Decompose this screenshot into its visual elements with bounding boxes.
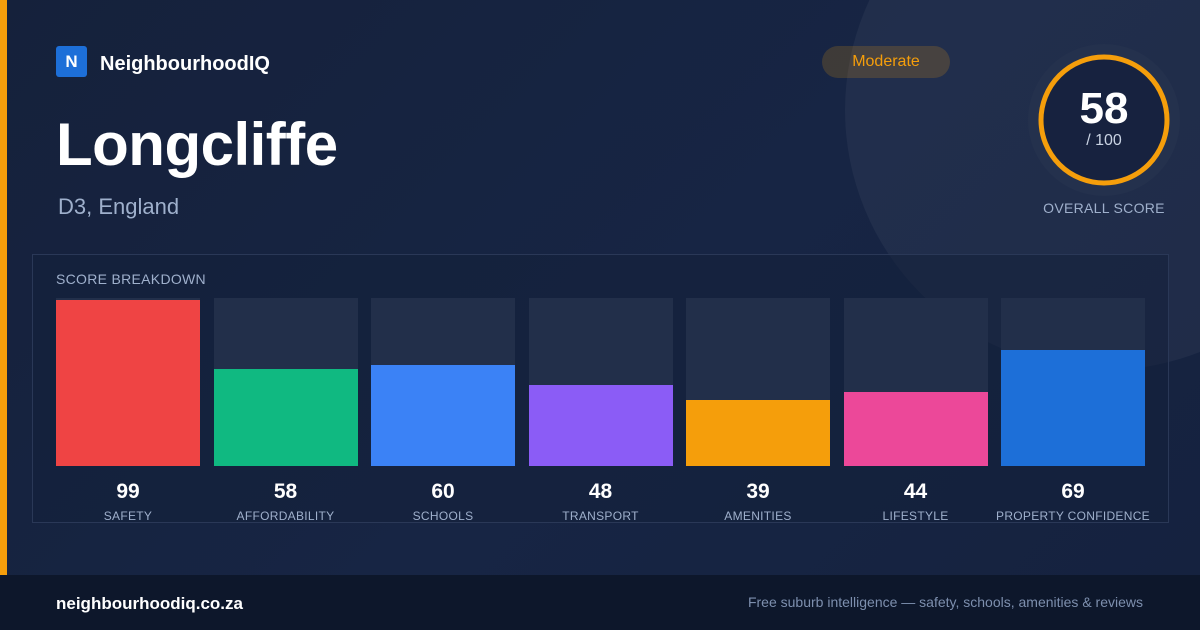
logo-mark-icon: N [56,46,87,77]
place-region: D3, England [58,194,180,219]
bar-safety [56,300,200,466]
overall-score-ring [1028,44,1180,196]
breakdown-title: SCORE BREAKDOWN [56,271,206,287]
place-title: Longcliffe [56,111,338,178]
bar-label-amenities: AMENITIES [724,509,792,523]
bar-affordability [213,369,358,466]
bar-amenities [686,400,830,466]
footer-tagline: Free suburb intelligence — safety, schoo… [747,594,1143,610]
score-ring-track [1038,54,1170,186]
bar-label-affordability: AFFORDABILITY [236,509,335,523]
bar-lifestyle [843,392,988,466]
overall-score-label: OVERALL SCORE [1043,200,1165,216]
share-card: N NeighbourhoodIQ Longcliffe D3, England… [0,0,1200,575]
bar-property-confidence [1001,350,1145,466]
breakdown-bar-chart: 99 SAFETY 58 AFFORDABILITY 60 SCHOOLS 48 TRANSP… [56,298,1150,523]
overall-score-value: 58 [1079,84,1129,133]
brand-name: NeighbourhoodIQ [100,53,270,75]
rating-badge: Moderate [822,46,950,78]
bar-transport [528,385,673,466]
bar-schools [371,365,515,466]
bar-label-safety: SAFETY [103,509,153,523]
bar-label-lifestyle: LIFESTYLE [882,509,949,523]
footer-url[interactable]: neighbourhoodiq.co.za [56,594,243,613]
accent-bar [0,0,7,575]
footer [0,575,1200,630]
brand-logo: N NeighbourhoodIQ [56,46,270,77]
bar-value-affordability: 58 [273,480,298,503]
bar-value-amenities: 39 [746,480,770,503]
bar-value-schools: 60 [431,480,455,503]
bar-value-safety: 99 [116,480,140,503]
overall-score-max: / 100 [1086,132,1122,149]
bar-value-lifestyle: 44 [903,480,928,503]
bar-label-schools: SCHOOLS [412,509,474,523]
bar-value-property-confidence: 69 [1061,480,1085,503]
bar-label-property-confidence: PROPERTY CONFIDENCE [996,509,1150,523]
bar-value-transport: 48 [588,480,613,503]
bar-label-transport: TRANSPORT [562,509,639,523]
